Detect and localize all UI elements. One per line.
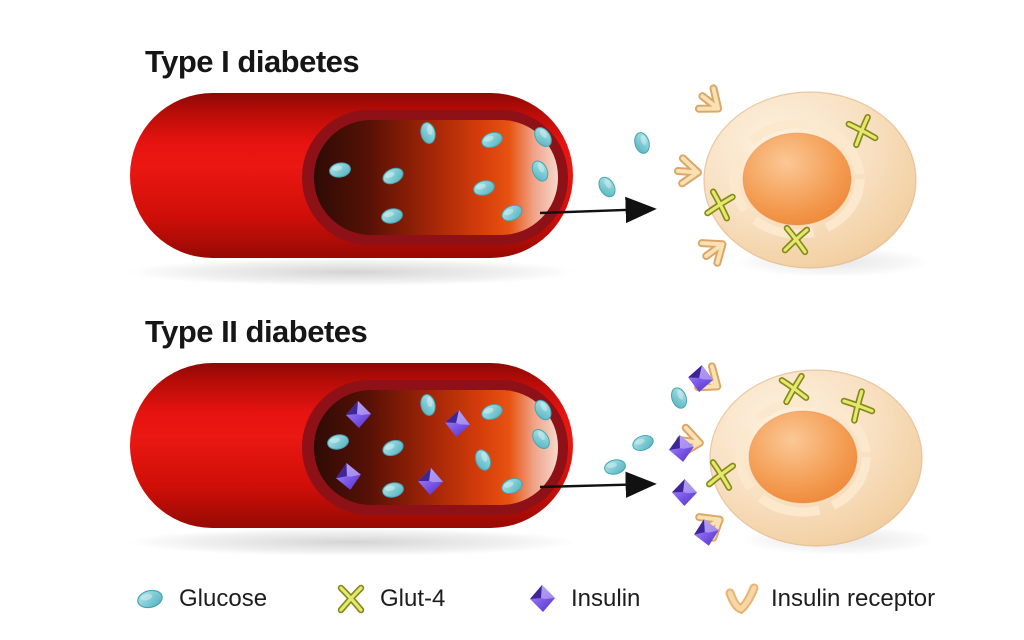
receptor-icon	[699, 234, 730, 266]
body-cell-illustration	[704, 92, 930, 277]
blood-vessel-illustration	[127, 363, 577, 556]
panel-title-type1-diabetes: Type I diabetes	[145, 44, 360, 79]
receptor-icon	[677, 158, 699, 184]
panel-title-type2-diabetes: Type II diabetes	[145, 314, 368, 349]
legend: Glucose Glut-4 Insulin Insulin receptor	[0, 580, 1024, 620]
insulin-icon	[671, 478, 698, 507]
legend-label-glucose: Glucose	[179, 585, 268, 612]
glucose-icon	[602, 457, 628, 477]
flow-arrow	[539, 196, 657, 224]
glut4-icon	[331, 582, 371, 616]
type2-panel	[127, 363, 936, 556]
flow-arrow	[539, 471, 657, 498]
glucose-icon	[630, 432, 656, 454]
legend-label-glut4: Glut-4	[380, 585, 446, 612]
glucose-icon	[595, 173, 619, 201]
receptor-icon	[695, 86, 726, 118]
blood-vessel-illustration	[127, 93, 577, 286]
insulin-receptor-icon	[722, 582, 762, 616]
type1-panel	[127, 86, 930, 286]
glucose-icon	[668, 385, 690, 411]
legend-label-insulin-receptor: Insulin receptor	[771, 585, 936, 612]
legend-item-glucose: Glucose	[130, 580, 267, 618]
legend-item-glut4: Glut-4	[331, 580, 445, 618]
glucose-icon	[135, 587, 165, 611]
legend-label-insulin: Insulin	[571, 585, 641, 612]
legend-item-insulin-receptor: Insulin receptor	[722, 580, 935, 618]
legend-item-insulin: Insulin	[522, 580, 640, 618]
body-cell-illustration	[710, 370, 936, 555]
insulin-icon	[530, 585, 555, 612]
glucose-icon	[632, 130, 652, 156]
